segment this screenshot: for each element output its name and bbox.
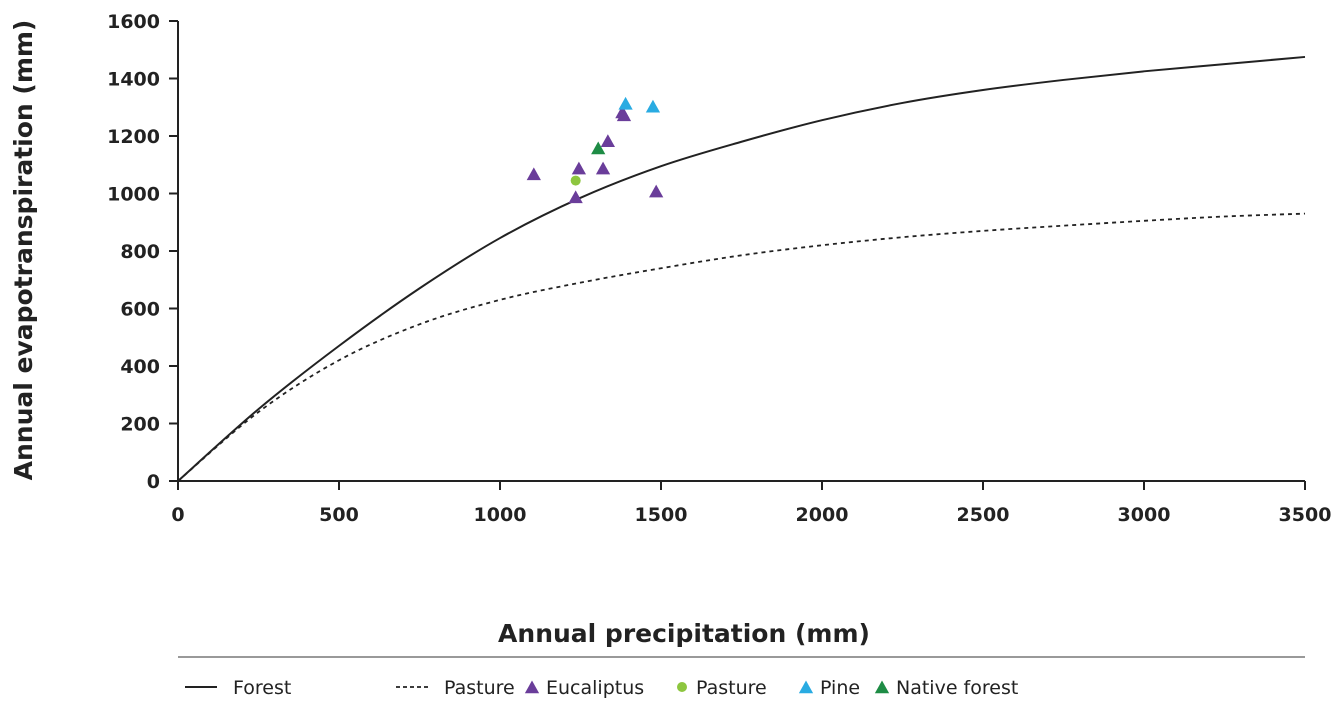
data-point xyxy=(595,161,611,175)
legend-item: Pine xyxy=(798,677,860,699)
data-point xyxy=(649,184,664,198)
x-tick-label: 1500 xyxy=(635,504,688,526)
x-axis-title: Annual precipitation (mm) xyxy=(498,619,870,648)
series-line-forest xyxy=(177,55,1306,482)
data-point xyxy=(591,141,606,155)
data-point xyxy=(570,175,581,186)
legend-item: Eucaliptus xyxy=(524,677,644,699)
data-point xyxy=(526,167,541,181)
y-axis-title: Annual evapotranspiration (mm) xyxy=(9,20,38,481)
series-layer xyxy=(177,55,1306,482)
x-tick-label: 2500 xyxy=(957,504,1010,526)
legend: Forest Pasture Eucaliptus Pasture Pine Native… xyxy=(185,677,1018,699)
data-point xyxy=(618,96,633,110)
y-tick-label: 1600 xyxy=(107,11,160,33)
legend-item: Pasture xyxy=(677,677,767,699)
x-tick-label: 1000 xyxy=(474,504,527,526)
data-point xyxy=(568,190,583,204)
legend-label: Eucaliptus xyxy=(546,677,644,699)
series-points-native-forest-triangle xyxy=(591,141,606,155)
y-tick-label: 200 xyxy=(120,414,160,436)
legend-swatch xyxy=(874,680,890,694)
legend-swatch xyxy=(798,680,814,694)
y-tick-label: 800 xyxy=(120,241,160,263)
legend-label: Pine xyxy=(820,677,860,699)
y-tick-label: 600 xyxy=(120,299,160,321)
legend-label: Pasture xyxy=(696,677,767,699)
x-tick-label: 0 xyxy=(171,504,184,526)
legend-label: Native forest xyxy=(896,677,1018,699)
x-axis-ticks: 0 500 1000 1500 2000 2500 3000 3500 xyxy=(171,481,1331,526)
y-tick-label: 1400 xyxy=(107,69,160,91)
legend-swatch xyxy=(524,680,540,694)
x-tick-label: 2000 xyxy=(796,504,849,526)
series-line-pasture xyxy=(177,212,1306,482)
y-tick-label: 0 xyxy=(147,471,160,493)
legend-label: Pasture xyxy=(444,677,515,699)
legend-item: Native forest xyxy=(874,677,1018,699)
legend-item: Forest xyxy=(185,677,291,699)
data-point xyxy=(645,99,661,113)
y-tick-label: 400 xyxy=(120,356,160,378)
data-point xyxy=(600,134,615,147)
legend-label: Forest xyxy=(233,677,291,699)
y-tick-label: 1200 xyxy=(107,126,160,148)
y-tick-label: 1000 xyxy=(107,184,160,206)
x-tick-label: 500 xyxy=(319,504,359,526)
x-tick-label: 3500 xyxy=(1279,504,1332,526)
data-point xyxy=(571,161,587,175)
series-points-eucaliptus-triangle xyxy=(526,105,664,204)
series-points-pine-triangle xyxy=(618,96,661,113)
legend-swatch xyxy=(677,682,687,692)
y-axis-ticks: 0 200 400 600 800 1000 1200 1400 1600 xyxy=(107,11,178,493)
plot-area: 0 200 400 600 800 1000 1200 1400 1600 0 500 1000 15… xyxy=(107,11,1331,526)
x-tick-label: 3000 xyxy=(1118,504,1171,526)
series-points-pasture-circle xyxy=(570,175,581,186)
data-point xyxy=(616,108,632,122)
legend-item: Pasture xyxy=(396,677,515,699)
